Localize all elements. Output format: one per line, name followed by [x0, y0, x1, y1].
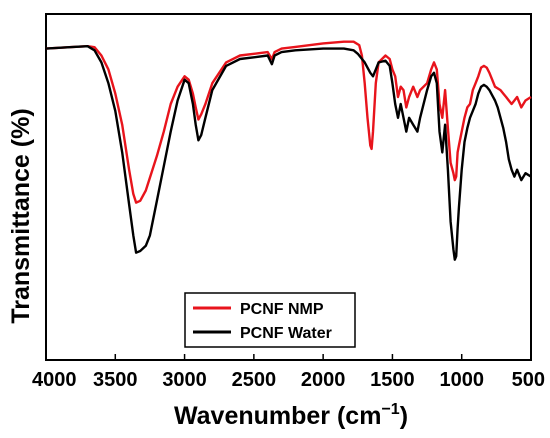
x-tick-label-1500: 1500	[370, 369, 415, 391]
legend-box	[184, 292, 356, 348]
x-axis-ticks	[45, 354, 532, 360]
legend-label-pcnf-water: PCNF Water	[240, 325, 332, 342]
x-tick-label-3500: 3500	[93, 369, 138, 391]
series-line-pcnf-nmp	[45, 40, 532, 204]
x-tick-label-2500: 2500	[232, 369, 277, 391]
legend: PCNF NMP PCNF Water	[184, 292, 356, 348]
x-tick-label-1000: 1000	[439, 369, 484, 391]
x-tick-label-2000: 2000	[301, 369, 346, 391]
x-axis-title: Wavenumber (cm−1)	[174, 401, 408, 430]
x-tick-label-4000: 4000	[32, 369, 77, 391]
series-line-pcnf-water	[45, 45, 532, 261]
plot-frame	[45, 13, 532, 361]
x-tick-label-3000: 3000	[162, 369, 207, 391]
x-tick-label-500: 500	[512, 369, 545, 391]
y-axis-title: Transmittance (%)	[7, 108, 35, 323]
x-axis-tick-labels: 4000 3500 3000 2500 2000 1500 1000 500	[32, 369, 545, 391]
series-layer	[45, 40, 532, 261]
x-axis-title-superscript: −1	[381, 401, 399, 418]
legend-label-pcnf-nmp: PCNF NMP	[240, 301, 324, 318]
x-axis-title-close: )	[400, 402, 408, 430]
x-axis-title-main: Wavenumber (cm	[174, 402, 381, 430]
